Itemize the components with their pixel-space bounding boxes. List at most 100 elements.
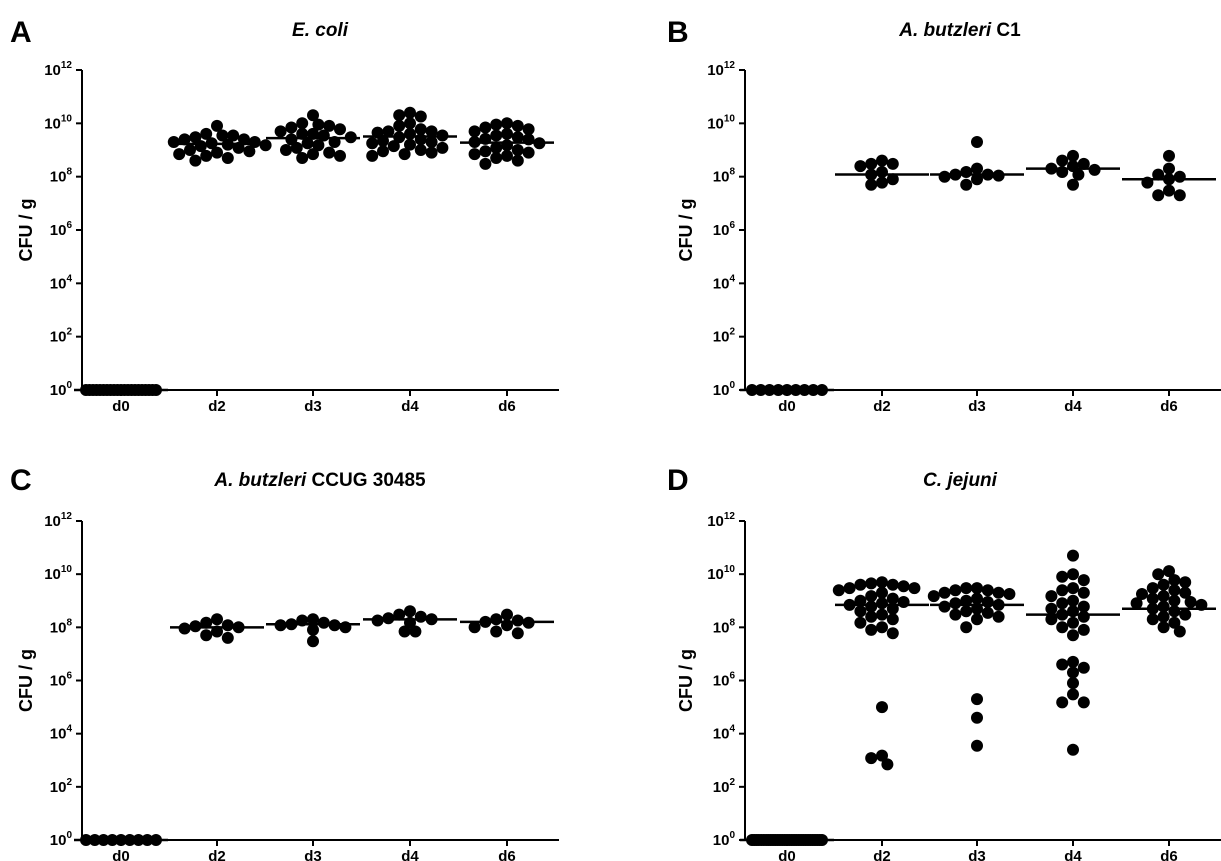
data-point	[436, 141, 449, 154]
data-point	[971, 136, 983, 148]
data-point	[1077, 623, 1090, 636]
data-point	[865, 752, 878, 765]
data-point	[1077, 586, 1090, 599]
y-tick-base: 10	[50, 275, 67, 292]
y-tick-label: 1010	[44, 113, 72, 132]
data-point	[886, 173, 899, 186]
chart-title-part-0: C. jejuni	[923, 470, 998, 491]
y-tick-base: 10	[707, 62, 724, 79]
panel-letter: A	[10, 16, 32, 49]
data-point	[398, 625, 411, 638]
y-tick-label: 104	[713, 273, 736, 292]
y-tick-label: 1012	[44, 511, 72, 530]
y-tick-label: 1012	[707, 60, 735, 79]
data-point	[876, 576, 888, 589]
data-point	[971, 582, 983, 595]
data-point	[200, 149, 213, 162]
data-point	[971, 693, 983, 706]
data-point	[1067, 743, 1079, 756]
y-tick-label: 102	[50, 327, 73, 346]
data-point	[178, 133, 191, 146]
data-point	[832, 584, 845, 597]
data-point	[1077, 696, 1090, 709]
data-point	[511, 627, 524, 640]
data-point	[1173, 625, 1186, 638]
data-point	[1067, 178, 1079, 191]
y-tick-base: 10	[50, 619, 67, 636]
data-point	[865, 600, 878, 613]
y-tick-base: 10	[50, 222, 67, 239]
data-point	[479, 121, 492, 134]
data-point	[511, 614, 524, 627]
data-point	[1077, 600, 1090, 613]
chart-title-part-1: C1	[991, 20, 1021, 41]
chart-title: C. jejuni	[923, 470, 998, 491]
data-point	[854, 578, 867, 591]
data-point	[511, 144, 524, 156]
y-tick-exponent: 2	[66, 777, 72, 788]
data-point	[876, 608, 888, 621]
data-point	[184, 144, 196, 156]
y-tick-base: 10	[44, 62, 61, 79]
data-point	[414, 123, 427, 136]
y-tick-exponent: 12	[61, 511, 73, 522]
y-tick-base: 10	[50, 726, 67, 743]
x-tick-label: d2	[208, 398, 226, 415]
data-point	[1045, 590, 1058, 603]
data-point	[971, 173, 983, 186]
y-tick-base: 10	[713, 329, 730, 346]
data-point	[1003, 588, 1016, 600]
series-group-d2	[832, 576, 929, 771]
y-tick-exponent: 0	[729, 830, 735, 841]
data-point	[1173, 189, 1186, 202]
data-point	[876, 166, 888, 178]
chart-title: A. butzleri C1	[898, 20, 1021, 41]
data-point	[927, 590, 940, 603]
data-point	[854, 605, 867, 618]
data-point	[949, 584, 962, 597]
data-point	[949, 608, 962, 621]
data-point	[865, 178, 878, 191]
y-tick-exponent: 12	[724, 60, 736, 71]
data-point	[1056, 154, 1069, 167]
y-tick-label: 104	[50, 724, 73, 743]
y-tick-exponent: 2	[729, 327, 735, 338]
data-point	[1163, 149, 1175, 162]
data-point	[501, 127, 513, 140]
data-point	[425, 125, 438, 138]
chart-title-part-0: A. butzleri	[898, 20, 992, 41]
data-point	[522, 123, 535, 136]
data-point	[1163, 162, 1175, 175]
data-point	[501, 149, 513, 162]
y-tick-base: 10	[44, 115, 61, 132]
data-point	[414, 133, 427, 146]
data-point	[1179, 586, 1192, 599]
data-point	[382, 125, 395, 138]
y-tick-exponent: 8	[729, 167, 735, 178]
x-tick-label: d4	[1064, 398, 1082, 415]
data-point	[490, 152, 503, 164]
y-tick-label: 100	[50, 380, 73, 399]
data-point	[1168, 574, 1181, 587]
x-tick-label: d3	[304, 848, 322, 861]
data-point	[1130, 597, 1143, 610]
data-point	[334, 123, 346, 136]
data-point	[843, 582, 856, 595]
data-point	[317, 616, 330, 629]
y-tick-base: 10	[713, 832, 730, 849]
data-point	[285, 121, 298, 134]
data-point	[221, 619, 234, 632]
data-point	[189, 131, 202, 144]
x-tick-label: d0	[112, 398, 130, 415]
data-point	[404, 138, 416, 151]
data-point	[511, 131, 524, 144]
series-group-d4	[1026, 149, 1120, 191]
y-tick-label: 1010	[44, 564, 72, 583]
data-point	[479, 157, 492, 170]
data-point	[1077, 610, 1090, 623]
data-point	[992, 610, 1005, 623]
y-tick-label: 108	[50, 617, 73, 636]
y-tick-label: 106	[50, 220, 73, 239]
